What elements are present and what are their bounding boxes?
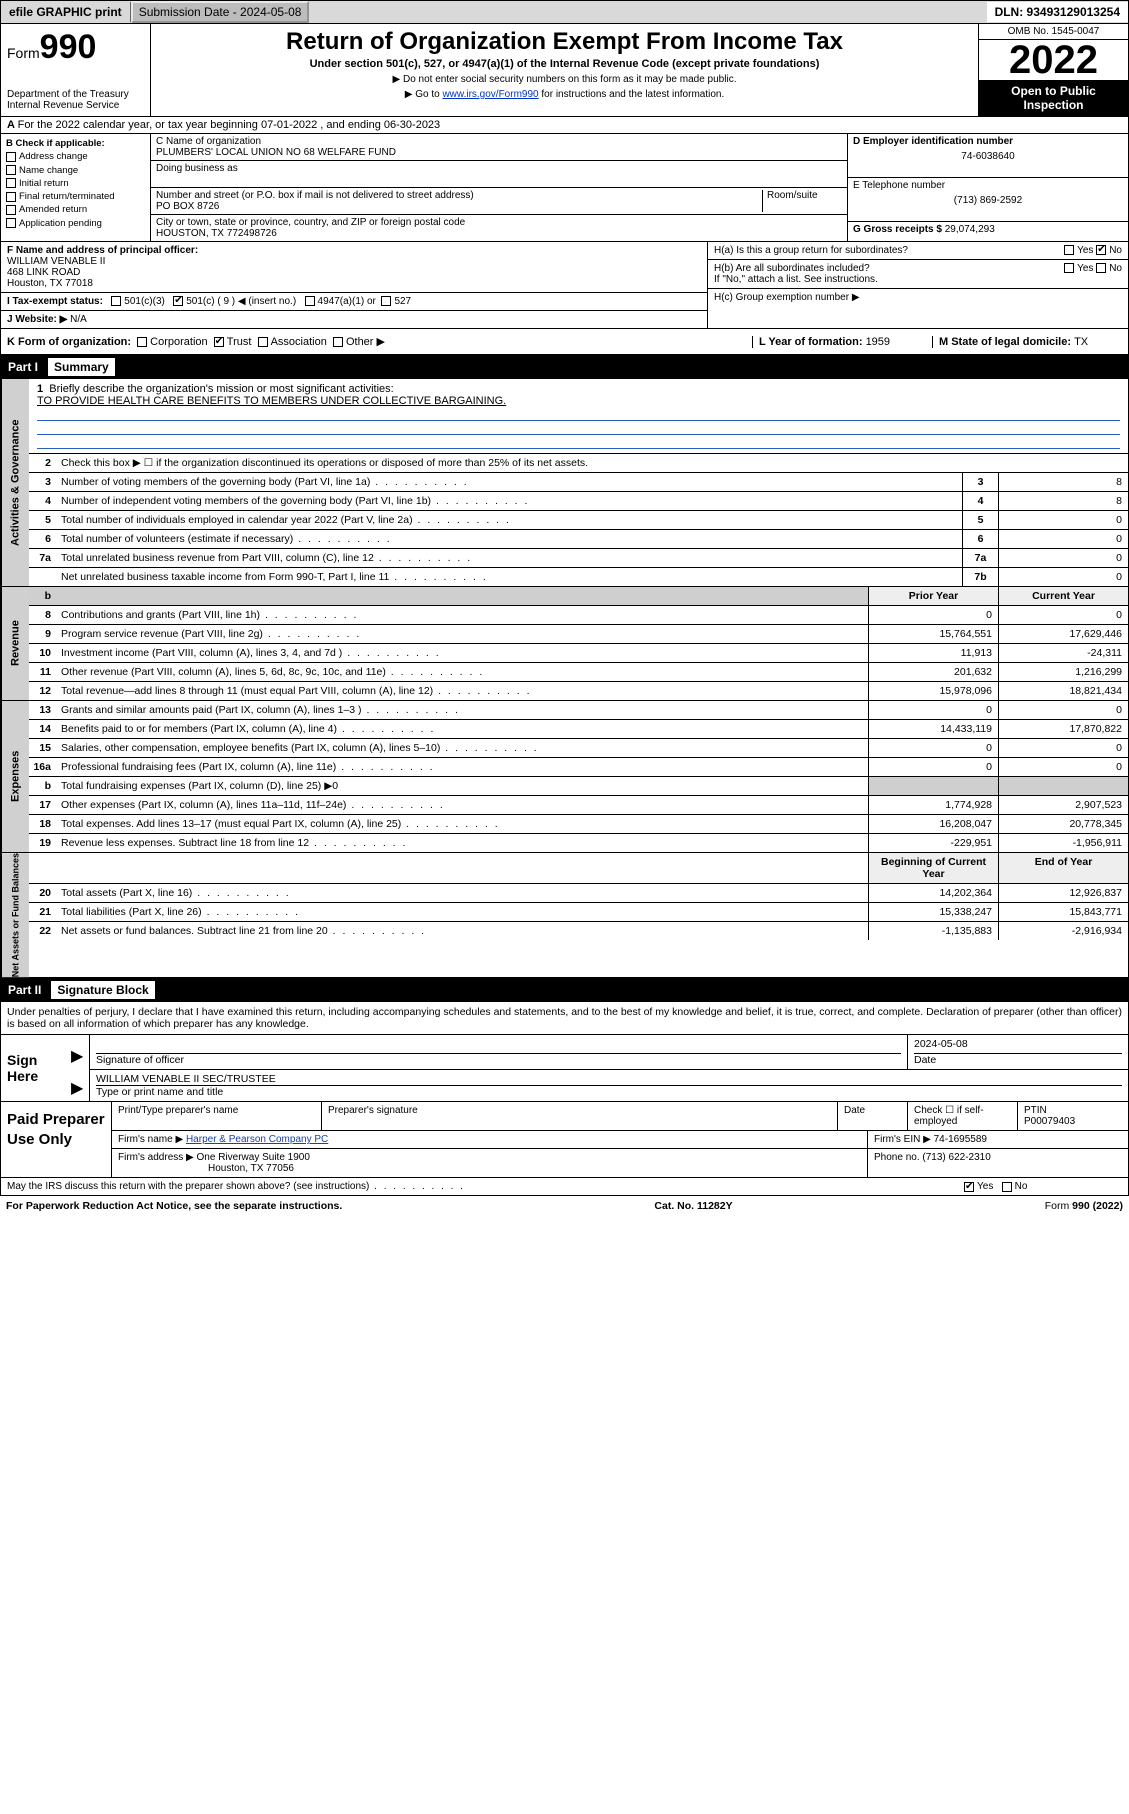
ptin: P00079403 [1024, 1116, 1075, 1127]
box-c: C Name of organization PLUMBERS' LOCAL U… [151, 134, 848, 241]
box-hc: H(c) Group exemption number ▶ [708, 289, 1128, 306]
efile-label: efile GRAPHIC print [1, 2, 131, 22]
section-bcdeg: B Check if applicable: Address change Na… [0, 134, 1129, 242]
net-row: 20 Total assets (Part X, line 16) 14,202… [29, 884, 1128, 903]
exp-row: 14 Benefits paid to or for members (Part… [29, 720, 1128, 739]
note-link: ▶ Go to www.irs.gov/Form990 for instruct… [157, 89, 972, 100]
checkbox-501c9[interactable] [173, 296, 183, 306]
page-footer: For Paperwork Reduction Act Notice, see … [0, 1196, 1129, 1216]
exp-row: 13 Grants and similar amounts paid (Part… [29, 701, 1128, 720]
tax-year: 2022 [979, 40, 1128, 80]
tab-net-assets: Net Assets or Fund Balances [1, 853, 29, 977]
box-b: B Check if applicable: Address change Na… [1, 134, 151, 241]
sign-here-label: Sign Here [1, 1035, 71, 1101]
form-number: Form990 [7, 28, 144, 67]
checkbox-discuss-yes[interactable] [964, 1182, 974, 1192]
form-header: Form990 Department of the Treasury Inter… [0, 24, 1129, 117]
checkbox-ha-no[interactable] [1096, 245, 1106, 255]
signature-block: Under penalties of perjury, I declare th… [0, 1002, 1129, 1196]
line-a-taxyear: A For the 2022 calendar year, or tax yea… [0, 117, 1129, 134]
submission-date-button[interactable]: Submission Date - 2024-05-08 [131, 1, 310, 23]
line-1: 1 Briefly describe the organization's mi… [29, 379, 1128, 454]
box-f: F Name and address of principal officer:… [1, 242, 707, 293]
gov-row: 4 Number of independent voting members o… [29, 492, 1128, 511]
checkbox-trust[interactable] [214, 337, 224, 347]
gov-row: 7a Total unrelated business revenue from… [29, 549, 1128, 568]
box-deg: D Employer identification number 74-6038… [848, 134, 1128, 241]
exp-row: 16a Professional fundraising fees (Part … [29, 758, 1128, 777]
net-row: 21 Total liabilities (Part X, line 26) 1… [29, 903, 1128, 922]
rev-row: 10 Investment income (Part VIII, column … [29, 644, 1128, 663]
part1-netassets: Net Assets or Fund Balances Beginning of… [0, 853, 1129, 978]
exp-row: 19 Revenue less expenses. Subtract line … [29, 834, 1128, 852]
exp-row: 18 Total expenses. Add lines 13–17 (must… [29, 815, 1128, 834]
box-ha: H(a) Is this a group return for subordin… [708, 242, 1128, 260]
ein-value: 74-6038640 [853, 151, 1123, 162]
line-2: 2Check this box ▶ ☐ if the organization … [29, 454, 1128, 473]
box-i: I Tax-exempt status: 501(c)(3) 501(c) ( … [1, 293, 707, 311]
rev-row: 11 Other revenue (Part VIII, column (A),… [29, 663, 1128, 682]
irs-label: Internal Revenue Service [7, 100, 144, 111]
phone-value: (713) 869-2592 [853, 195, 1123, 206]
box-j: J Website: ▶ N/A [1, 311, 707, 328]
exp-row: 15 Salaries, other compensation, employe… [29, 739, 1128, 758]
part2-header: Part IISignature Block [0, 978, 1129, 1002]
dln-label: DLN: 93493129013254 [987, 2, 1128, 22]
part1-expenses: Expenses 13 Grants and similar amounts p… [0, 701, 1129, 853]
gross-receipts: 29,074,293 [945, 224, 995, 235]
tab-revenue: Revenue [1, 587, 29, 700]
exp-row: b Total fundraising expenses (Part IX, c… [29, 777, 1128, 796]
box-hb: H(b) Are all subordinates included? Yes … [708, 260, 1128, 289]
part1-body: Activities & Governance 1 Briefly descri… [0, 379, 1129, 587]
firm-link[interactable]: Harper & Pearson Company PC [186, 1134, 328, 1145]
rev-row: 12 Total revenue—add lines 8 through 11 … [29, 682, 1128, 700]
gov-row: 6 Total number of volunteers (estimate i… [29, 530, 1128, 549]
gov-row: 5 Total number of individuals employed i… [29, 511, 1128, 530]
dept-label: Department of the Treasury [7, 89, 144, 100]
irs-link[interactable]: www.irs.gov/Form990 [442, 89, 538, 100]
part1-header: Part ISummary [0, 355, 1129, 379]
gov-row: 3 Number of voting members of the govern… [29, 473, 1128, 492]
gov-row: Net unrelated business taxable income fr… [29, 568, 1128, 586]
section-fhij: F Name and address of principal officer:… [0, 242, 1129, 329]
org-name: PLUMBERS' LOCAL UNION NO 68 WELFARE FUND [156, 147, 396, 158]
arrow-icon: ▶▶ [71, 1035, 89, 1101]
tab-expenses: Expenses [1, 701, 29, 852]
note-ssn: ▶ Do not enter social security numbers o… [157, 74, 972, 85]
form-title: Return of Organization Exempt From Incom… [157, 28, 972, 56]
top-toolbar: efile GRAPHIC print Submission Date - 20… [0, 0, 1129, 24]
org-city: HOUSTON, TX 772498726 [156, 228, 277, 239]
net-row: 22 Net assets or fund balances. Subtract… [29, 922, 1128, 940]
rev-row: 8 Contributions and grants (Part VIII, l… [29, 606, 1128, 625]
line-klm: K Form of organization: Corporation Trus… [0, 329, 1129, 355]
part1-revenue: Revenue b Prior Year Current Year 8 Cont… [0, 587, 1129, 701]
rev-row: 9 Program service revenue (Part VIII, li… [29, 625, 1128, 644]
officer-name: WILLIAM VENABLE II SEC/TRUSTEE [96, 1073, 1122, 1086]
may-irs-discuss: May the IRS discuss this return with the… [1, 1178, 958, 1195]
org-street: PO BOX 8726 [156, 201, 219, 212]
tab-activities: Activities & Governance [1, 379, 29, 586]
open-public-badge: Open to Public Inspection [979, 80, 1128, 116]
exp-row: 17 Other expenses (Part IX, column (A), … [29, 796, 1128, 815]
sig-date: 2024-05-08 [914, 1038, 1122, 1054]
paid-preparer-label: Paid Preparer Use Only [1, 1102, 111, 1177]
form-subtitle: Under section 501(c), 527, or 4947(a)(1)… [157, 58, 972, 70]
penalty-text: Under penalties of perjury, I declare th… [1, 1002, 1128, 1034]
